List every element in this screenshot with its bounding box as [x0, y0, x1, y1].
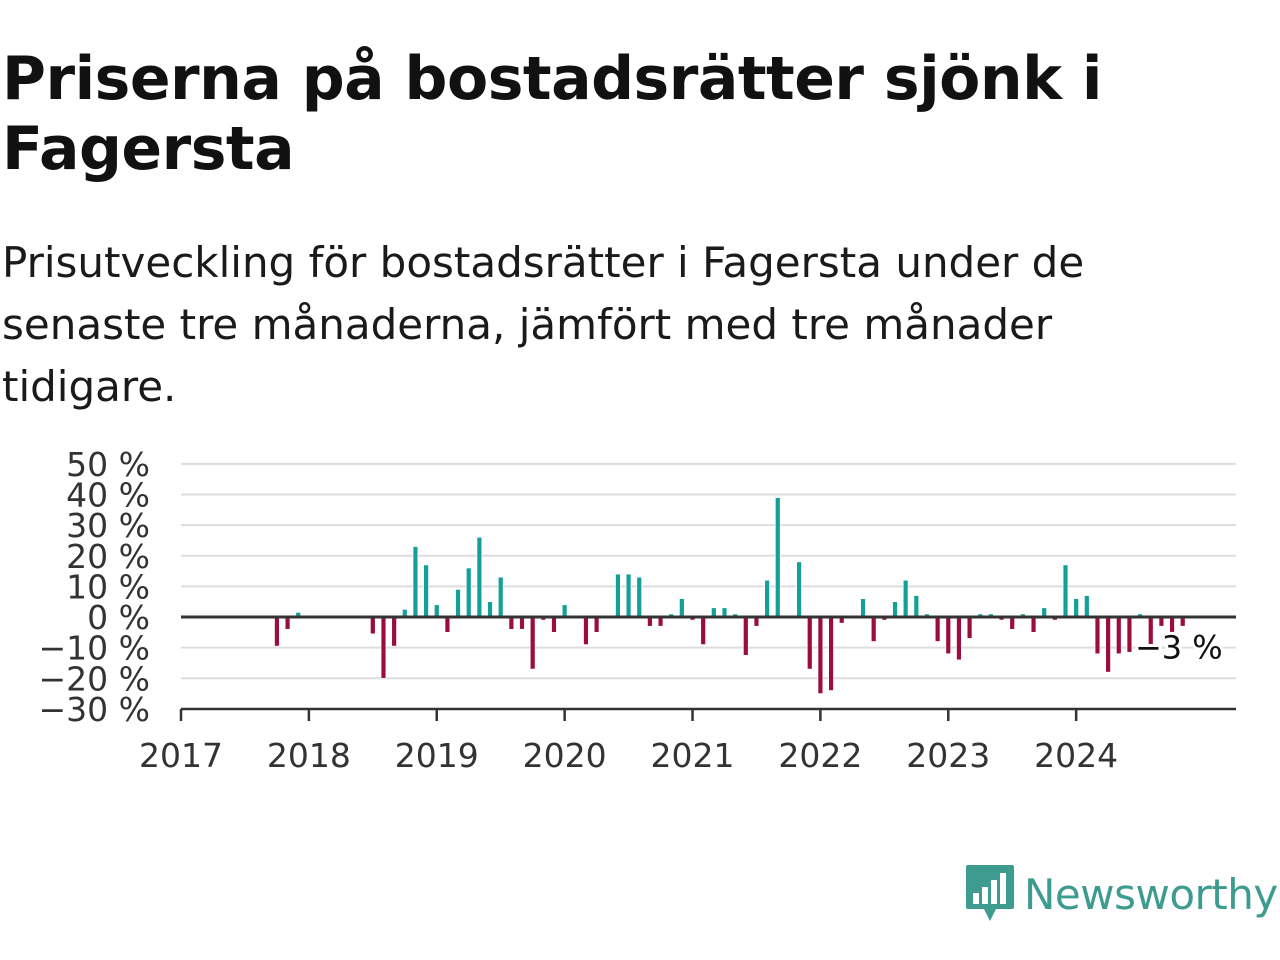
y-tick-label: 20 % — [66, 537, 150, 576]
bar — [902, 579, 909, 618]
bar — [817, 616, 824, 694]
bar — [412, 546, 419, 618]
y-axis-ticks: 50 %40 %30 %20 %10 %0 %−10 %−20 %−30 % — [39, 445, 151, 729]
x-tick-label: 2018 — [267, 736, 351, 775]
bar — [583, 616, 589, 645]
x-tick-label: 2023 — [906, 736, 990, 775]
bar — [764, 579, 770, 618]
bar — [274, 616, 280, 647]
bar — [679, 598, 685, 618]
y-tick-label: 30 % — [66, 506, 150, 545]
page-subtitle: Prisutveckling för bostadsrätter i Fager… — [2, 238, 1085, 411]
y-tick-label: 40 % — [66, 476, 150, 515]
bar — [497, 576, 504, 618]
x-tick-label: 2024 — [1034, 736, 1118, 775]
grid-lines — [181, 462, 1236, 680]
bar — [945, 616, 951, 655]
bar — [519, 616, 525, 630]
bar — [860, 598, 866, 618]
y-tick-label: −20 % — [39, 659, 151, 698]
x-tick-label: 2017 — [139, 736, 223, 775]
bar — [466, 567, 472, 618]
axes — [181, 615, 1236, 711]
bar — [956, 616, 962, 661]
bar — [615, 573, 621, 618]
bar — [1094, 616, 1101, 655]
bar — [636, 576, 642, 618]
x-tick-label: 2020 — [523, 736, 607, 775]
y-tick-label: 0 % — [87, 598, 150, 637]
bar — [1105, 616, 1111, 673]
bar — [870, 616, 877, 642]
page-title: Priserna på bostadsrätter sjönk i Fagers… — [2, 44, 1102, 184]
bar — [1116, 616, 1122, 655]
bar — [508, 616, 515, 630]
bar-chart: 50 %40 %30 %20 %10 %0 %−10 %−20 %−30 % 2… — [39, 445, 1236, 775]
bars — [274, 497, 1186, 694]
bar — [775, 497, 781, 618]
bar — [380, 616, 387, 679]
x-tick-label: 2021 — [651, 736, 735, 775]
bar — [966, 616, 973, 639]
x-axis-ticks: 2017 2018 2019 2020 2021 2022 2023 2024 — [139, 709, 1118, 775]
bar — [743, 616, 749, 656]
bar — [391, 616, 397, 647]
bar — [529, 616, 536, 670]
bar — [828, 616, 834, 691]
x-tick-label: 2019 — [395, 736, 479, 775]
bar — [434, 604, 440, 618]
x-tick-label: 2022 — [778, 736, 862, 775]
bar — [1084, 595, 1090, 618]
bar — [487, 601, 493, 618]
brand-name: Newsworthy — [1024, 869, 1278, 919]
bar — [934, 616, 941, 642]
bar — [796, 561, 802, 618]
y-tick-label: 50 % — [66, 445, 150, 484]
bar — [700, 616, 706, 645]
bar — [1062, 564, 1069, 618]
brand-logo: Newsworthy — [964, 862, 1278, 926]
bar — [370, 616, 376, 635]
bar — [1073, 598, 1079, 618]
newsworthy-logo-icon — [966, 865, 1014, 921]
bar — [476, 537, 483, 618]
y-tick-label: 10 % — [66, 567, 150, 606]
bar — [1126, 616, 1133, 653]
bar — [1009, 616, 1015, 630]
y-tick-label: −10 % — [39, 629, 151, 668]
bar — [561, 604, 568, 618]
bar — [455, 589, 461, 618]
bar — [1030, 616, 1037, 633]
bar — [423, 564, 429, 618]
bar — [807, 616, 813, 670]
bar — [444, 616, 451, 633]
bar — [284, 616, 291, 630]
bar — [593, 616, 600, 633]
bar — [892, 601, 898, 618]
bar — [625, 573, 632, 618]
last-value-label: −3 % — [1135, 628, 1223, 666]
bar — [551, 616, 557, 633]
y-tick-label: −30 % — [39, 690, 151, 729]
bar — [913, 595, 920, 618]
